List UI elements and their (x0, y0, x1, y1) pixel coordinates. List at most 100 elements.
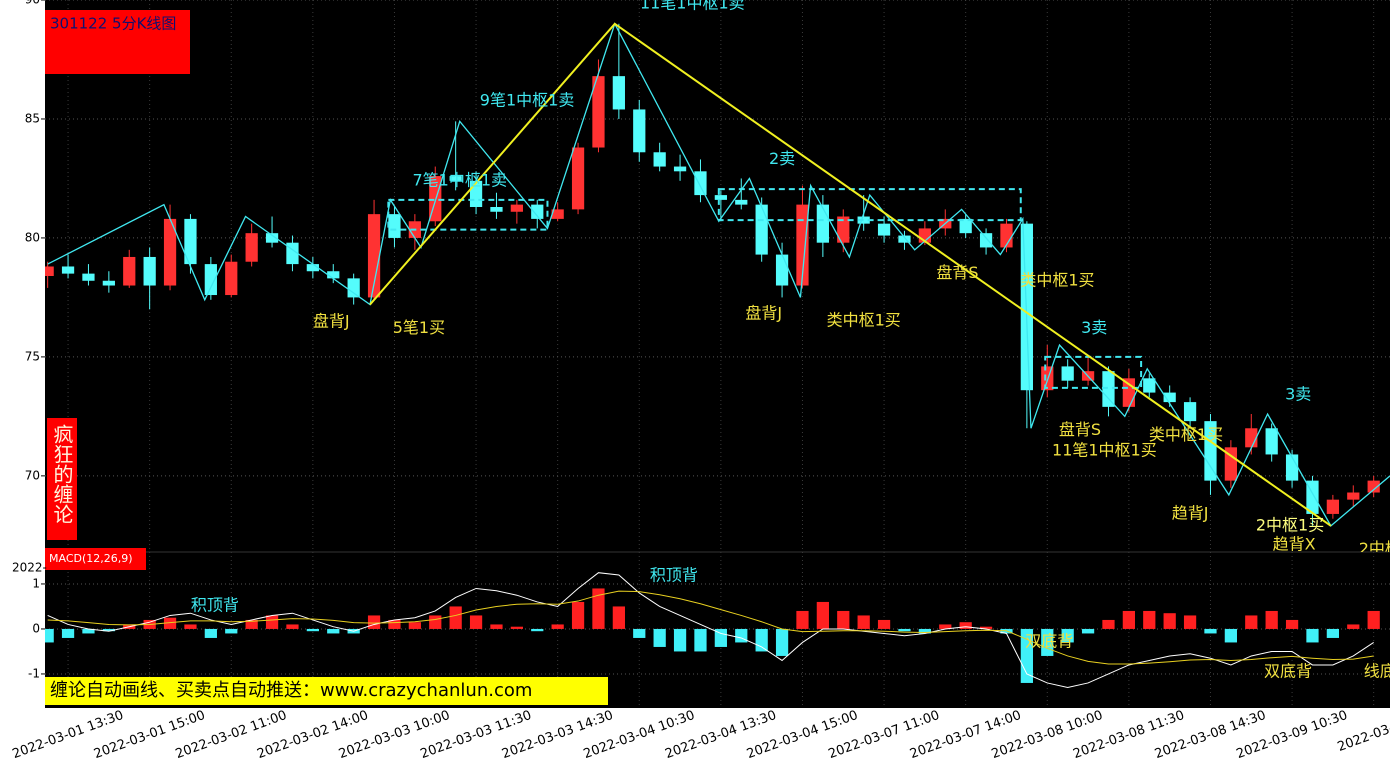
candle-body (979, 233, 993, 248)
annotation: 2中枢 (1359, 539, 1390, 558)
candle-body (592, 76, 605, 148)
candle-body (1347, 492, 1360, 500)
candle-body (612, 76, 625, 110)
plot-background (45, 0, 1390, 708)
candle-body (347, 278, 360, 298)
candle-body (510, 204, 523, 212)
candle-body (163, 218, 177, 286)
annotation: 类中枢1买 (827, 311, 901, 330)
annotation: 双底背 (1025, 632, 1073, 651)
macd-bar (490, 624, 503, 629)
macd-bar (898, 628, 911, 632)
macd-bar (633, 628, 646, 638)
candle-body (1000, 223, 1013, 248)
macd-bar (592, 588, 605, 629)
candle-body (225, 261, 238, 296)
macd-bar (510, 626, 523, 629)
macd-bar (1306, 628, 1319, 643)
pivot-box (717, 188, 1022, 222)
annotation: 5笔1买 (393, 318, 445, 337)
macd-bar (163, 617, 177, 629)
candle-body (714, 195, 727, 200)
macd-bar (1020, 628, 1033, 683)
annotation: 线底 (1364, 662, 1390, 681)
macd-bar (1204, 628, 1217, 634)
macd-bar (714, 628, 727, 647)
candle-body (775, 254, 789, 286)
annotation: 类中枢1买 (1149, 425, 1223, 444)
annotation: 盘背S (936, 263, 978, 282)
y-tick-label: 90 (25, 0, 40, 7)
candle-body (1224, 447, 1237, 481)
candle-body (755, 204, 768, 255)
macd-bar (286, 624, 299, 629)
pivot-box (1044, 355, 1143, 389)
macd-bar (918, 628, 931, 634)
macd-bar (45, 628, 54, 643)
candle-body (265, 233, 279, 243)
macd-bar (857, 615, 870, 629)
candle-body (551, 209, 564, 219)
candle-body (694, 171, 707, 196)
macd-bar (225, 628, 238, 634)
candle-body (1183, 402, 1197, 422)
segment-line (369, 22, 1332, 527)
macd-bar (1265, 610, 1278, 629)
macd-bar (82, 628, 95, 634)
macd-bar (1367, 610, 1380, 629)
stroke-line (47, 22, 1390, 527)
candle-body (633, 109, 646, 153)
candle-body (673, 166, 687, 172)
annotation: 积顶背 (650, 565, 698, 584)
annotation: 趋背X (1273, 534, 1316, 553)
candle-body (898, 235, 911, 243)
candle-body (1163, 392, 1176, 403)
annotation: 7笔1中枢1卖 (412, 170, 507, 189)
candle-body (143, 256, 156, 286)
y-tick-label: 70 (25, 468, 40, 482)
candle-body (653, 152, 666, 167)
macd-bar (755, 628, 768, 652)
candle-body (531, 204, 544, 219)
macd-bar (184, 624, 197, 629)
macd-bar (551, 624, 564, 629)
dea-line (47, 590, 1374, 665)
candle-body (490, 207, 503, 212)
side-label-box (47, 418, 77, 540)
macd-bar (959, 622, 972, 629)
y-tick-label: 1 (32, 576, 40, 590)
candle-body (796, 204, 809, 286)
candle-body (571, 147, 585, 210)
macd-bar (673, 628, 687, 652)
macd-bar (1081, 628, 1095, 634)
candle-body (1265, 428, 1278, 455)
annotation: 趋背J (1172, 503, 1209, 522)
macd-bar (775, 628, 789, 656)
macd-bar (1285, 619, 1299, 629)
annotation: 2中枢1买 (1256, 515, 1324, 534)
candle-body (45, 266, 54, 276)
annotation: 2卖 (769, 149, 795, 168)
macd-bar (837, 610, 850, 629)
candle-body (61, 266, 75, 274)
macd-bar (1347, 624, 1360, 629)
candle-body (1143, 378, 1156, 393)
candle-body (327, 271, 340, 279)
candle-body (449, 176, 462, 181)
macd-bar (265, 615, 279, 629)
macd-bar (306, 628, 319, 632)
candle-body (388, 214, 401, 238)
candle-body (959, 218, 972, 234)
macd-bar (1122, 610, 1135, 629)
macd-bar (1183, 615, 1197, 629)
title-box (45, 10, 190, 74)
dif-line (47, 572, 1374, 688)
annotation: 11笔1中枢1买 (1052, 440, 1157, 459)
candle-body (82, 273, 95, 281)
macd-bar (388, 619, 401, 629)
candle-body (245, 233, 258, 262)
annotation: 盘背J (745, 304, 782, 323)
macd-bar (571, 601, 585, 629)
pivot-box (387, 198, 549, 231)
